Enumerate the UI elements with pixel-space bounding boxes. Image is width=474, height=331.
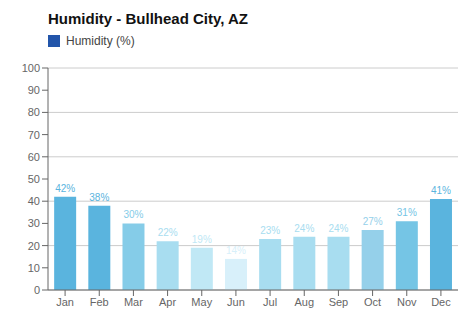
svg-text:Mar: Mar (124, 296, 143, 308)
svg-text:40: 40 (28, 195, 40, 207)
svg-text:Nov: Nov (397, 296, 417, 308)
svg-text:42%: 42% (55, 183, 75, 194)
svg-text:Oct: Oct (364, 296, 381, 308)
svg-text:Sep: Sep (329, 296, 349, 308)
svg-text:Jun: Jun (227, 296, 245, 308)
svg-text:Feb: Feb (90, 296, 109, 308)
svg-text:May: May (191, 296, 212, 308)
svg-text:41%: 41% (431, 185, 451, 196)
svg-text:30%: 30% (123, 209, 143, 220)
svg-text:27%: 27% (363, 216, 383, 227)
svg-text:60: 60 (28, 151, 40, 163)
svg-text:14%: 14% (226, 245, 246, 256)
svg-text:100: 100 (22, 62, 40, 74)
svg-text:22%: 22% (158, 227, 178, 238)
svg-text:Dec: Dec (431, 296, 451, 308)
svg-text:19%: 19% (192, 234, 212, 245)
svg-text:20: 20 (28, 240, 40, 252)
svg-text:0: 0 (34, 284, 40, 296)
svg-text:30: 30 (28, 217, 40, 229)
svg-text:38%: 38% (89, 192, 109, 203)
svg-text:10: 10 (28, 262, 40, 274)
svg-text:70: 70 (28, 129, 40, 141)
svg-text:24%: 24% (328, 223, 348, 234)
svg-text:23%: 23% (260, 225, 280, 236)
html-text:Humidity - Bullhead City, AZ: Humidity - Bullhead City, AZ (48, 10, 248, 27)
svg-text:Jul: Jul (263, 296, 277, 308)
html-text:Humidity (%): Humidity (%) (66, 34, 135, 48)
svg-text:Apr: Apr (159, 296, 176, 308)
svg-text:24%: 24% (294, 223, 314, 234)
svg-text:90: 90 (28, 84, 40, 96)
svg-text:50: 50 (28, 173, 40, 185)
svg-text:80: 80 (28, 106, 40, 118)
svg-text:Aug: Aug (294, 296, 314, 308)
svg-text:31%: 31% (397, 207, 417, 218)
svg-text:Jan: Jan (56, 296, 74, 308)
